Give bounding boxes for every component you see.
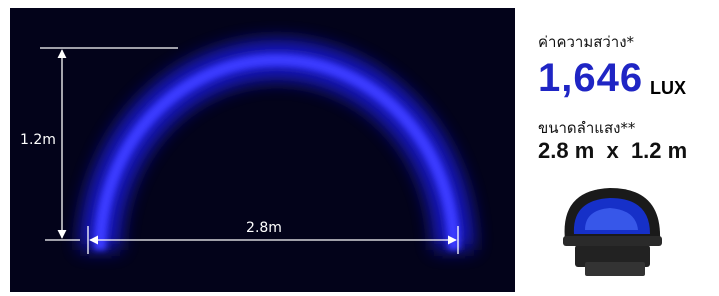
- product-image: [563, 188, 662, 276]
- brightness-label: ค่าความสว่าง*: [538, 30, 634, 54]
- brightness-unit: LUX: [650, 78, 686, 99]
- page: 1.2m 2.8m ค่าความสว่าง* 1,646 LUX ขนาดลำ…: [0, 0, 719, 296]
- height-label: 1.2m: [20, 132, 56, 148]
- brightness-value: 1,646: [538, 56, 643, 101]
- beam-size-value: 2.8 m x 1.2 m: [538, 138, 687, 164]
- width-label: 2.8m: [246, 220, 282, 236]
- beam-size-label: ขนาดลำแสง**: [538, 116, 635, 140]
